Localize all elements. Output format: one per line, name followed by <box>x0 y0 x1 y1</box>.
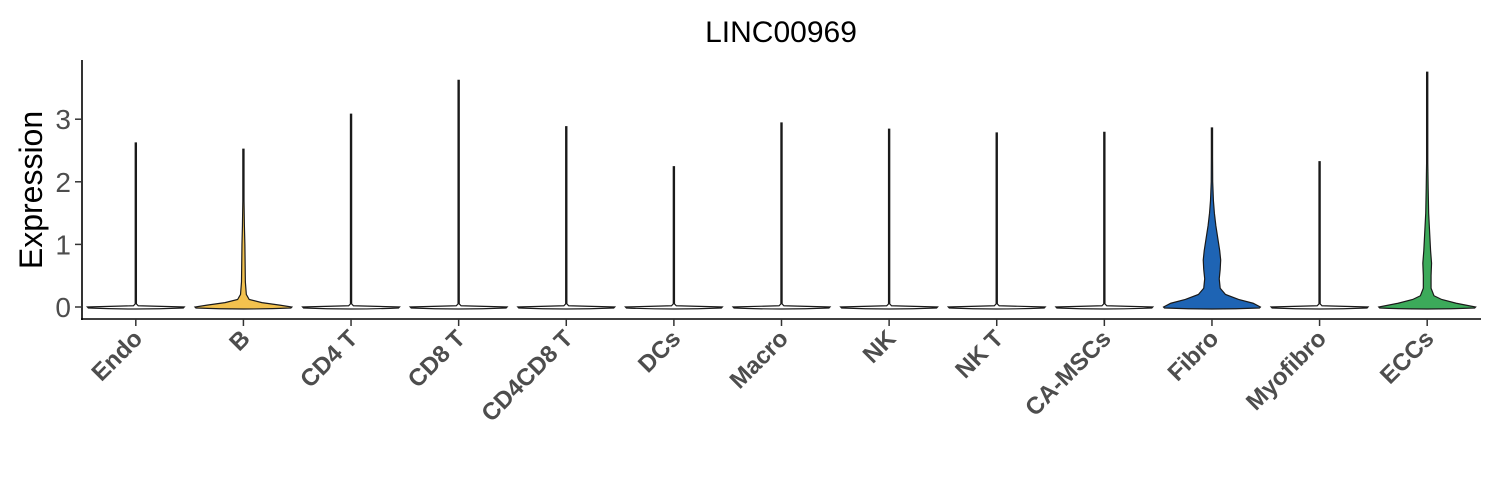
x-tick-label: B <box>224 325 255 356</box>
x-tick-label: CD4 T <box>295 325 363 393</box>
violin-nk <box>839 128 939 310</box>
y-tick-label: 1 <box>55 229 71 260</box>
x-tick-label: Macro <box>725 325 794 394</box>
chart-title: LINC00969 <box>705 16 857 49</box>
x-tick-label: Myofibro <box>1241 325 1332 416</box>
y-tick-label: 3 <box>55 104 71 135</box>
violin-cd4-t <box>301 113 401 310</box>
violin-ca-mscs <box>1054 131 1155 310</box>
x-ticks: Endo B CD4 T CD8 T CD4CD8 T DCs Macro NK NK T CA-… <box>87 319 1439 427</box>
violin-nk-t <box>946 132 1047 310</box>
violin-dcs <box>624 166 724 310</box>
violin-myofibro <box>1269 161 1370 310</box>
violins <box>85 71 1477 310</box>
x-tick-label: CD8 T <box>403 325 471 393</box>
x-tick-label: CA-MSCs <box>1020 325 1116 421</box>
violin-b <box>193 148 294 310</box>
violin-eccs <box>1377 71 1477 310</box>
violin-cd4cd8-t <box>516 126 617 310</box>
x-tick-label: DCs <box>633 325 686 378</box>
violin-endo <box>85 142 186 310</box>
violin-fibro <box>1162 127 1262 310</box>
y-tick-label: 2 <box>55 167 71 198</box>
x-tick-label: Fibro <box>1163 325 1225 387</box>
y-tick-label: 0 <box>55 292 71 323</box>
violin-macro <box>731 122 832 310</box>
x-tick-label: NK T <box>950 325 1009 384</box>
y-ticks: 0 1 2 3 <box>55 104 82 323</box>
x-tick-label: CD4CD8 T <box>476 325 578 427</box>
x-tick-label: NK <box>858 325 902 369</box>
x-tick-label: ECCs <box>1375 325 1439 389</box>
y-axis-label: Expression <box>13 111 49 269</box>
x-tick-label: Endo <box>87 325 149 387</box>
violin-cd8-t <box>408 79 509 310</box>
